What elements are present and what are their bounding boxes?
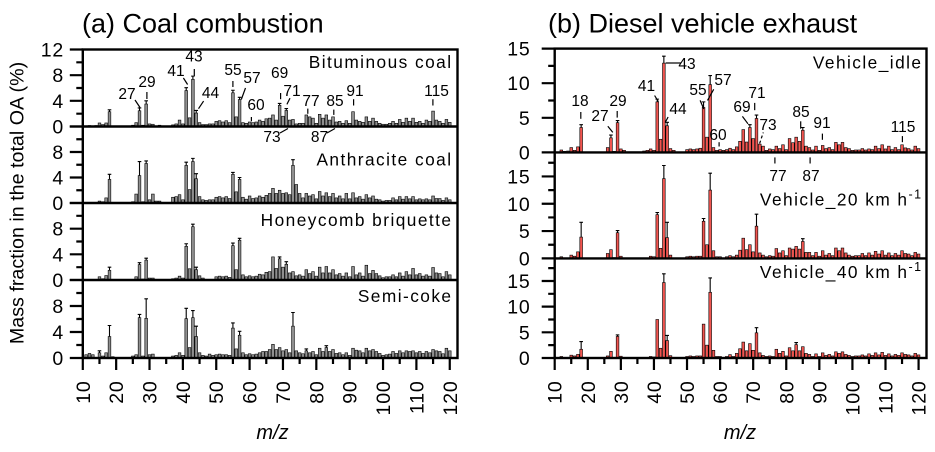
- svg-text:5: 5: [519, 221, 531, 243]
- svg-text:43: 43: [185, 49, 202, 66]
- svg-text:8: 8: [52, 142, 64, 164]
- svg-text:100: 100: [842, 381, 864, 416]
- svg-text:73: 73: [759, 117, 776, 134]
- svg-text:27: 27: [118, 86, 135, 103]
- svg-text:100: 100: [373, 381, 395, 416]
- svg-text:0: 0: [52, 193, 64, 215]
- svg-text:85: 85: [792, 104, 809, 121]
- svg-text:115: 115: [424, 83, 449, 100]
- svg-text:0: 0: [52, 348, 64, 370]
- svg-text:77: 77: [769, 168, 786, 185]
- svg-text:0: 0: [52, 270, 64, 292]
- svg-text:5: 5: [519, 322, 531, 344]
- svg-text:85: 85: [326, 93, 343, 110]
- svg-text:(b) Diesel vehicle exhaust: (b) Diesel vehicle exhaust: [548, 9, 858, 39]
- svg-text:40: 40: [173, 381, 195, 404]
- svg-text:87: 87: [311, 129, 328, 146]
- svg-text:Vehicle_40 km h-1: Vehicle_40 km h-1: [760, 260, 923, 282]
- svg-text:57: 57: [714, 72, 731, 89]
- svg-text:29: 29: [138, 74, 155, 91]
- svg-text:50: 50: [206, 381, 228, 404]
- svg-text:71: 71: [283, 83, 300, 100]
- svg-text:115: 115: [891, 119, 916, 136]
- svg-text:Vehicle_20 km h-1: Vehicle_20 km h-1: [760, 188, 923, 210]
- svg-text:20: 20: [106, 381, 128, 404]
- svg-text:80: 80: [776, 381, 798, 404]
- svg-text:80: 80: [306, 381, 328, 404]
- svg-text:60: 60: [710, 381, 732, 404]
- svg-text:50: 50: [677, 381, 699, 404]
- svg-text:15: 15: [507, 271, 530, 293]
- svg-text:m/z: m/z: [256, 422, 288, 444]
- svg-text:29: 29: [609, 93, 626, 110]
- svg-text:120: 120: [440, 381, 462, 416]
- svg-text:0: 0: [519, 348, 531, 370]
- svg-text:12: 12: [41, 40, 64, 62]
- svg-text:Vehicle_idle: Vehicle_idle: [813, 53, 923, 73]
- svg-text:Bituminous coal: Bituminous coal: [309, 52, 453, 72]
- svg-text:10: 10: [73, 381, 95, 404]
- svg-text:30: 30: [611, 381, 633, 404]
- svg-text:60: 60: [240, 381, 262, 404]
- svg-text:27: 27: [591, 108, 608, 125]
- svg-text:70: 70: [743, 381, 765, 404]
- svg-text:4: 4: [52, 168, 64, 190]
- svg-text:73: 73: [263, 129, 280, 146]
- svg-text:4: 4: [52, 244, 64, 266]
- svg-text:20: 20: [578, 381, 600, 404]
- svg-text:43: 43: [678, 56, 695, 73]
- svg-text:Honeycomb briquette: Honeycomb briquette: [261, 210, 453, 230]
- svg-text:10: 10: [507, 297, 530, 319]
- svg-text:91: 91: [813, 115, 830, 132]
- svg-text:57: 57: [243, 70, 260, 87]
- svg-text:55: 55: [224, 62, 241, 79]
- svg-text:60: 60: [247, 97, 265, 114]
- svg-text:110: 110: [406, 381, 428, 415]
- svg-text:(a) Coal combustion: (a) Coal combustion: [82, 9, 324, 39]
- svg-text:41: 41: [638, 78, 655, 95]
- svg-text:Semi-coke: Semi-coke: [358, 286, 453, 306]
- svg-text:4: 4: [52, 91, 64, 113]
- svg-text:Mass fraction in the total OA: Mass fraction in the total OA (%): [7, 62, 29, 344]
- svg-text:5: 5: [519, 108, 531, 130]
- svg-text:10: 10: [507, 73, 530, 95]
- svg-text:77: 77: [302, 93, 319, 110]
- svg-text:55: 55: [689, 82, 706, 99]
- svg-text:0: 0: [52, 117, 64, 139]
- svg-text:15: 15: [507, 39, 530, 61]
- svg-text:0: 0: [519, 142, 531, 164]
- svg-text:87: 87: [802, 168, 819, 185]
- svg-text:8: 8: [52, 219, 64, 241]
- svg-text:m/z: m/z: [724, 422, 756, 444]
- svg-text:90: 90: [340, 381, 362, 404]
- svg-text:120: 120: [909, 381, 931, 416]
- svg-text:10: 10: [507, 194, 530, 216]
- svg-text:18: 18: [571, 93, 588, 110]
- svg-text:69: 69: [271, 65, 288, 82]
- svg-text:41: 41: [167, 63, 184, 80]
- svg-text:30: 30: [140, 381, 162, 404]
- svg-text:8: 8: [52, 296, 64, 318]
- svg-text:4: 4: [52, 322, 64, 344]
- svg-text:71: 71: [748, 85, 765, 102]
- svg-text:110: 110: [876, 381, 898, 415]
- svg-text:10: 10: [545, 381, 567, 404]
- svg-text:91: 91: [346, 83, 363, 100]
- svg-text:60: 60: [709, 127, 727, 144]
- svg-text:Anthracite coal: Anthracite coal: [316, 150, 452, 170]
- svg-text:0: 0: [519, 248, 531, 270]
- svg-text:44: 44: [202, 85, 220, 102]
- svg-text:44: 44: [669, 101, 687, 118]
- svg-text:8: 8: [52, 65, 64, 87]
- svg-text:70: 70: [273, 381, 295, 404]
- svg-text:40: 40: [644, 381, 666, 404]
- svg-text:15: 15: [507, 166, 530, 188]
- svg-text:90: 90: [809, 381, 831, 404]
